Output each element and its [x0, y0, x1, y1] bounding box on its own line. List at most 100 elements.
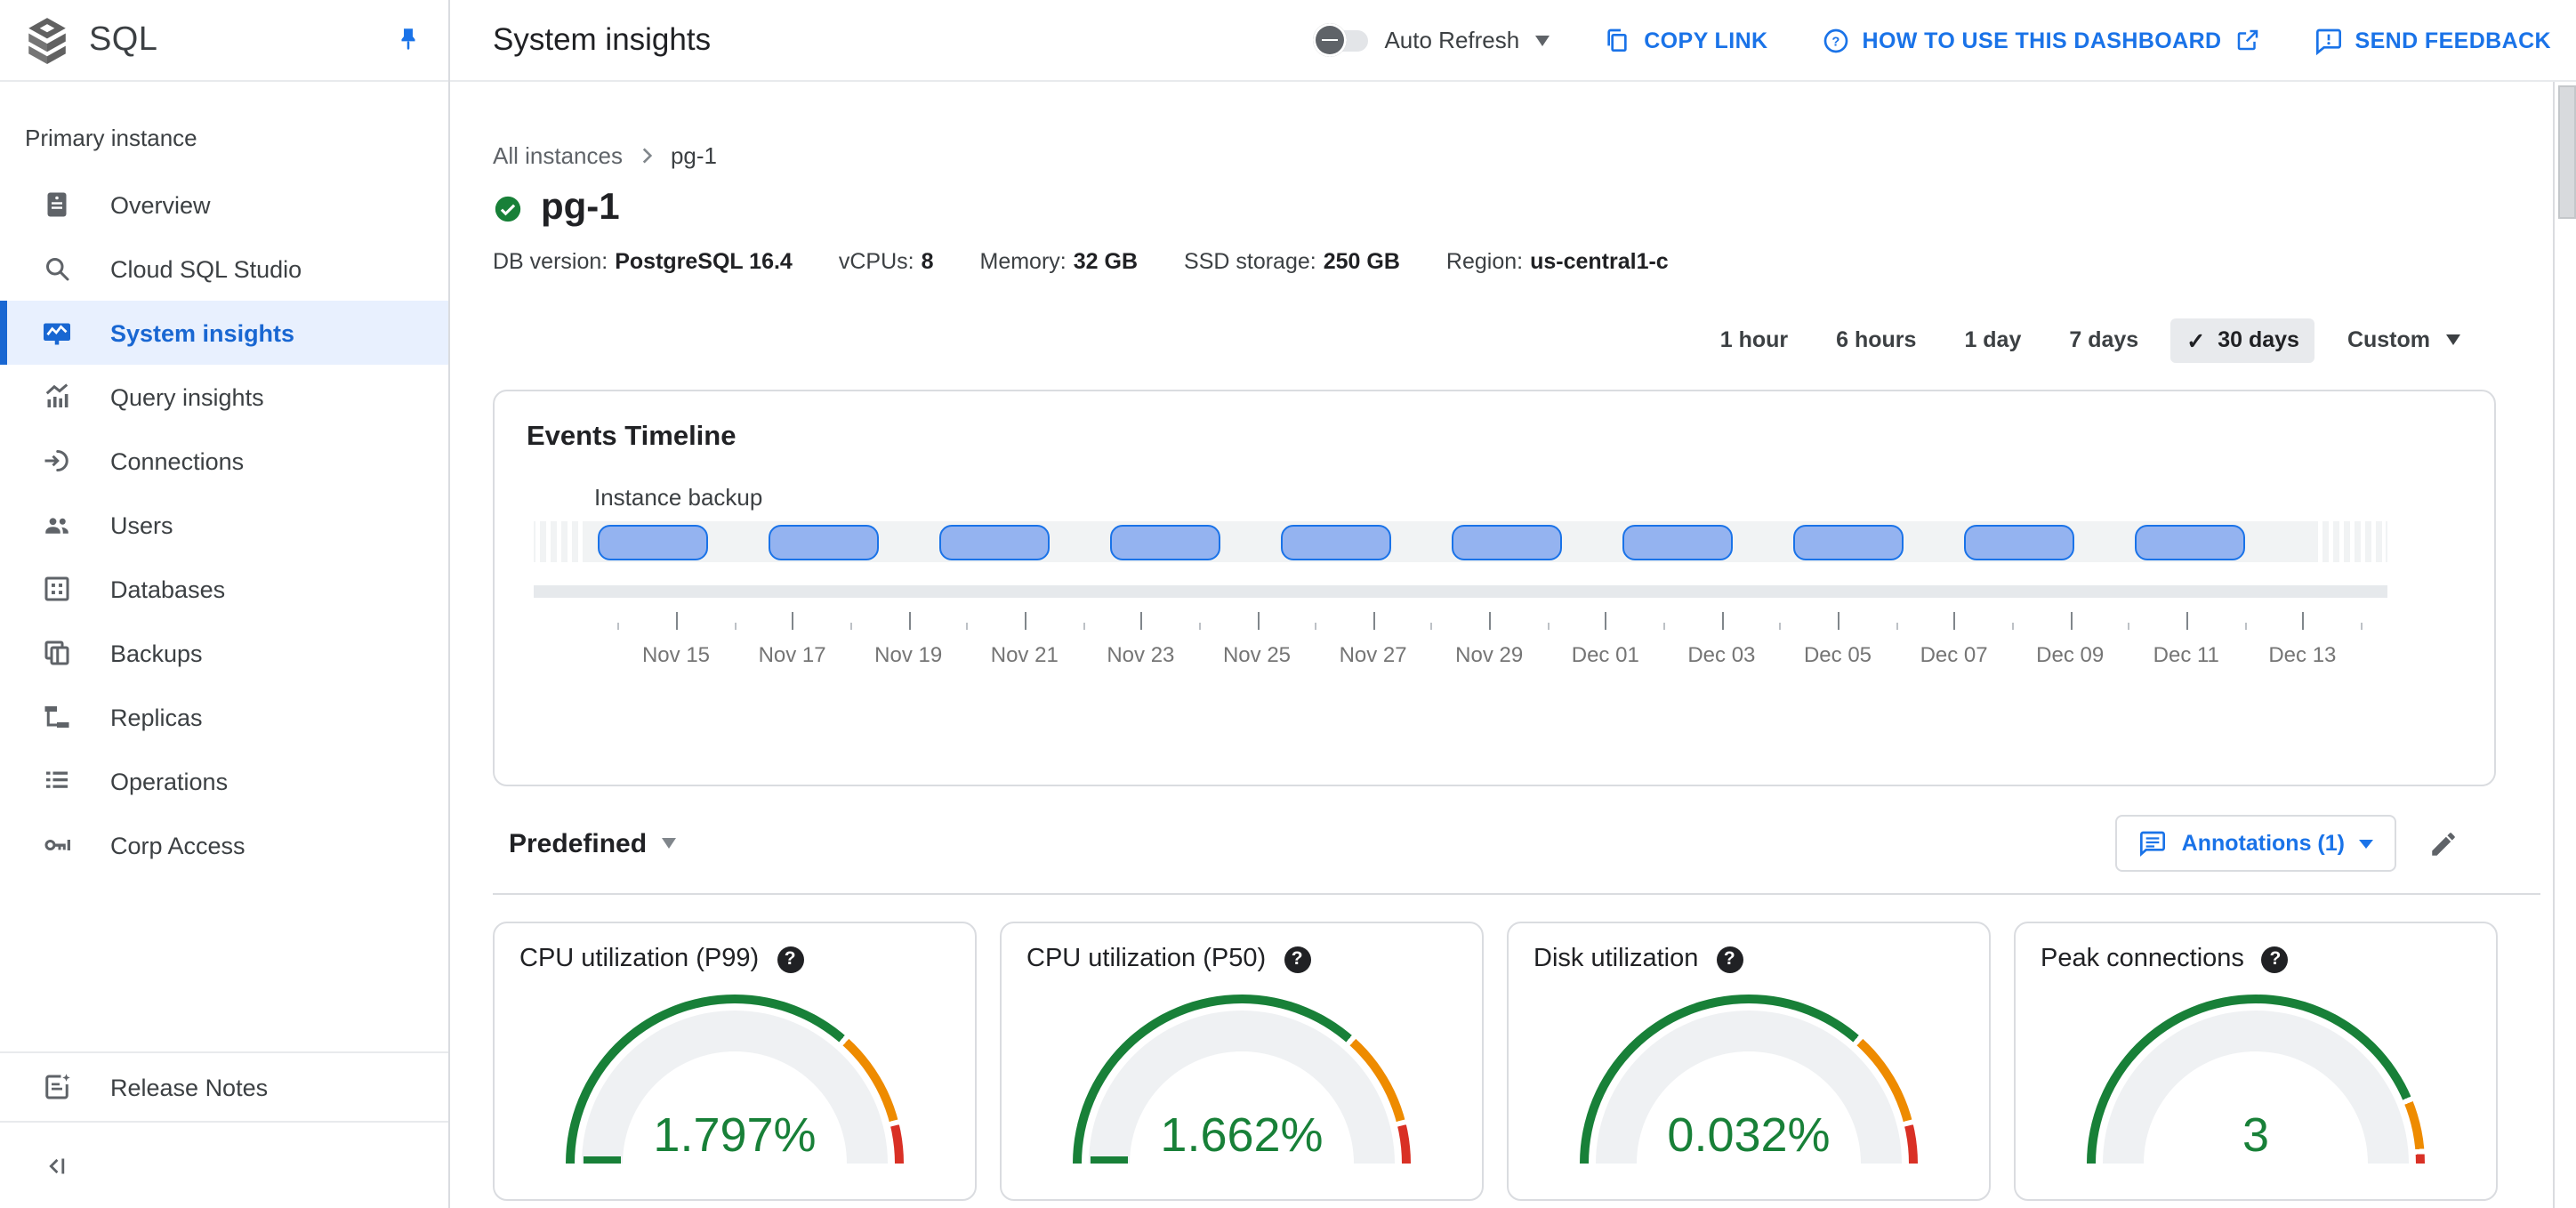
axis-label: Dec 07 [1920, 642, 1988, 667]
time-range-custom[interactable]: Custom [2331, 318, 2476, 361]
backup-event-pill[interactable] [1452, 524, 1562, 560]
backup-event-pill[interactable] [1281, 524, 1391, 560]
sidebar-section-label: Primary instance [25, 125, 197, 151]
help-icon[interactable]: ? [1716, 946, 1743, 972]
connections-icon [41, 445, 73, 477]
sidebar-item-operations[interactable]: Operations [0, 749, 448, 813]
sidebar-item-label: Backups [110, 640, 203, 666]
metric-card-cpu-utilization-p50: CPU utilization (P50)? 1.662% [1000, 922, 1484, 1201]
axis-minor-tick [1083, 623, 1085, 630]
collapse-sidebar-button[interactable] [0, 1123, 448, 1208]
send-feedback-button[interactable]: SEND FEEDBACK [2314, 26, 2552, 54]
metric-card-title: CPU utilization (P50) [1026, 945, 1267, 973]
instance-meta-region: Region: us-central1-c [1445, 249, 1669, 274]
time-range-selector: 1 hour 6 hours 1 day 7 days ✓ 30 days Custom [493, 317, 2540, 363]
axis-minor-tick [2244, 623, 2247, 630]
sidebar-item-label: Operations [110, 768, 229, 794]
databases-icon [41, 573, 73, 605]
sidebar-item-label: System insights [110, 319, 295, 346]
check-icon: ✓ [2186, 328, 2206, 353]
axis-minor-tick [1198, 623, 1201, 630]
timeline-track [534, 521, 2387, 562]
backup-event-pill[interactable] [1964, 524, 2074, 560]
chevron-right-icon [635, 143, 658, 166]
gauge-value: 3 [2242, 1108, 2270, 1162]
sidebar-item-databases[interactable]: Databases [0, 557, 448, 621]
search-icon [41, 253, 73, 285]
sidebar-item-corp-access[interactable]: Corp Access [0, 813, 448, 877]
release-notes-label: Release Notes [110, 1074, 269, 1100]
auto-refresh-label: Auto Refresh [1384, 27, 1520, 53]
preset-dropdown[interactable]: Predefined [509, 828, 676, 858]
vertical-scrollbar-thumb[interactable] [2557, 85, 2575, 219]
backup-event-pill[interactable] [769, 524, 879, 560]
how-to-use-this-dashboard-button[interactable]: ? HOW TO USE THIS DASHBOARD [1822, 26, 2261, 54]
time-range-label: Custom [2347, 327, 2430, 352]
system-insights-icon [41, 317, 73, 349]
chevron-down-icon[interactable] [1535, 35, 1550, 45]
sidebar-footer: Release Notes [0, 1051, 448, 1208]
events-timeline-card: Events Timeline Instance backup Nov 15 No… [493, 390, 2496, 786]
gauge-value: 1.662% [1160, 1108, 1324, 1162]
axis-major-tick [2186, 612, 2188, 630]
header-actions: Auto Refresh COPY LINK? HOW TO USE THIS D… [1313, 23, 2552, 57]
backup-event-pill[interactable] [1110, 524, 1220, 560]
sidebar-item-users[interactable]: Users [0, 493, 448, 557]
help-icon[interactable]: ? [2261, 946, 2289, 972]
sidebar-item-connections[interactable]: Connections [0, 429, 448, 493]
sidebar-item-replicas[interactable]: Replicas [0, 685, 448, 749]
time-range-1-day[interactable]: 1 day [1948, 318, 2037, 361]
sidebar-item-release-notes[interactable]: Release Notes [0, 1053, 448, 1121]
copy-link-button[interactable]: COPY LINK [1603, 26, 1767, 54]
sidebar-item-label: Cloud SQL Studio [110, 255, 302, 282]
timeline-scrollbar[interactable] [534, 585, 2387, 598]
copy-icon [1603, 26, 1631, 54]
instance-meta-memory: Memory: 32 GB [979, 249, 1139, 274]
breadcrumb: All instances pg-1 [493, 139, 2540, 171]
instance-meta-db-version: DB version: PostgreSQL 16.4 [493, 249, 793, 274]
axis-label: Dec 05 [1803, 642, 1872, 667]
time-range-30-days[interactable]: ✓ 30 days [2170, 318, 2315, 362]
annotations-label: Annotations (1) [2181, 831, 2345, 856]
breadcrumb-all-instances[interactable]: All instances [493, 141, 623, 168]
axis-label: Nov 23 [1107, 642, 1175, 667]
backup-event-pill[interactable] [1622, 524, 1733, 560]
help-icon[interactable]: ? [1284, 946, 1311, 972]
time-range-7-days[interactable]: 7 days [2053, 318, 2154, 361]
time-range-6-hours[interactable]: 6 hours [1820, 318, 1932, 361]
preset-label: Predefined [509, 828, 648, 858]
sidebar-item-system-insights[interactable]: System insights [0, 301, 448, 365]
sidebar-item-overview[interactable]: Overview [0, 173, 448, 237]
product-name: SQL [89, 20, 158, 58]
time-range-1-hour[interactable]: 1 hour [1704, 318, 1804, 361]
edit-pencil-icon[interactable] [2428, 828, 2459, 858]
sidebar-item-label: Replicas [110, 704, 203, 730]
sidebar-item-cloud-sql-studio[interactable]: Cloud SQL Studio [0, 237, 448, 301]
time-range-label: 1 day [1964, 327, 2022, 352]
backup-event-pill[interactable] [1793, 524, 1904, 560]
backup-event-pill[interactable] [598, 524, 708, 560]
backup-event-pill[interactable] [939, 524, 1050, 560]
backup-event-pill[interactable] [2135, 524, 2245, 560]
axis-label: Nov 17 [758, 642, 826, 667]
open-in-new-icon [2234, 27, 2261, 53]
sidebar-item-label: Connections [110, 447, 245, 474]
collapse-panel-icon [41, 1150, 71, 1180]
sidebar-item-label: Databases [110, 576, 226, 602]
axis-major-tick [1024, 612, 1026, 630]
sidebar-item-query-insights[interactable]: Query insights [0, 365, 448, 429]
help-icon[interactable]: ? [777, 946, 804, 972]
pin-icon[interactable] [393, 25, 423, 55]
page-header: System insights Auto Refresh COPY LINK? H… [450, 0, 2576, 82]
annotations-button[interactable]: Annotations (1) [2115, 815, 2396, 872]
page-title: System insights [493, 21, 712, 57]
header-link-label: HOW TO USE THIS DASHBOARD [1862, 28, 2222, 52]
auto-refresh-toggle[interactable] [1313, 23, 1369, 57]
meta-value: 32 GB [1073, 249, 1139, 274]
axis-label: Nov 27 [1339, 642, 1407, 667]
axis-minor-tick [734, 623, 737, 630]
help-circle-icon: ? [1822, 26, 1850, 54]
sidebar-item-backups[interactable]: Backups [0, 621, 448, 685]
feedback-icon [2314, 26, 2343, 54]
key-icon [41, 829, 73, 861]
